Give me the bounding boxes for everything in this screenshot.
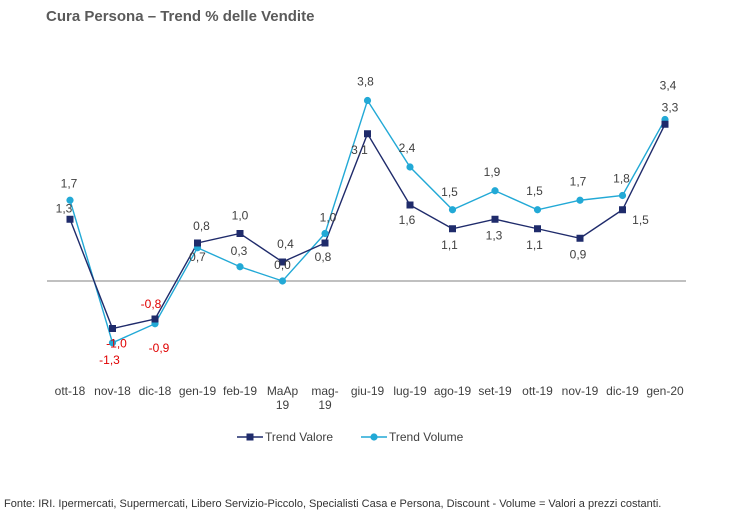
legend-marker-volume: [370, 433, 378, 441]
x-tick-label: ott-19: [522, 384, 553, 398]
data-point-valore: [619, 206, 626, 214]
data-label-volume: 1,9: [484, 165, 501, 179]
chart-title: Cura Persona – Trend % delle Vendite: [46, 8, 315, 25]
legend: Trend Valore Trend Volume: [237, 430, 464, 444]
data-label-valore: 0,9: [570, 247, 587, 261]
data-label-volume: 1,0: [320, 211, 337, 225]
x-tick-label: nov-19: [562, 384, 599, 398]
data-point-volume: [491, 187, 499, 195]
data-label-valore: 1,1: [526, 238, 543, 252]
x-tick-label: ago-19: [434, 384, 472, 398]
data-label-valore: 0,4: [277, 237, 294, 251]
data-point-valore: [491, 215, 499, 223]
x-tick-label: MaAp 19: [267, 384, 299, 412]
markers-layer: [66, 96, 669, 347]
data-point-volume: [618, 191, 627, 200]
data-point-valore: [151, 315, 159, 323]
data-labels-layer: 1,7 -1,3 -0,9 0,7 0,3 0,0 1,0 3,8 2,4 1,5 1,9 1,5 1,…: [56, 75, 679, 367]
data-point-valore: [364, 130, 371, 138]
data-label-volume: 0,7: [189, 250, 206, 264]
data-point-valore: [576, 234, 584, 242]
data-point-volume: [321, 229, 329, 238]
data-point-volume: [66, 196, 74, 204]
x-tick-label: gen-19: [179, 384, 217, 398]
data-label-valore: 1,3: [56, 201, 73, 215]
x-tick-label: set-19: [478, 384, 512, 398]
data-point-valore: [449, 225, 456, 233]
data-label-volume: 1,8: [613, 172, 630, 186]
data-point-valore: [66, 215, 74, 223]
legend-label-volume: Trend Volume: [389, 430, 464, 444]
x-tick-label: mag-19: [311, 384, 338, 412]
data-point-valore: [279, 258, 286, 266]
data-label-valore: 1,0: [232, 209, 249, 223]
data-label-valore: 0,8: [193, 219, 210, 233]
x-tick-label: dic-18: [139, 384, 172, 398]
source-footnote: Fonte: IRI. Ipermercati, Supermercati, L…: [4, 498, 662, 510]
data-point-volume: [448, 206, 457, 214]
data-label-valore: -1,0: [106, 337, 127, 351]
x-tick-label: ott-18: [55, 384, 86, 398]
data-point-valore: [109, 325, 116, 332]
data-label-valore: 1,6: [399, 213, 416, 227]
data-label-volume: -1,3: [99, 353, 120, 367]
data-label-volume: 0,0: [274, 258, 291, 272]
data-point-valore: [236, 230, 244, 237]
data-point-valore: [534, 225, 541, 233]
data-point-volume: [576, 196, 584, 204]
data-label-volume: 0,3: [231, 244, 248, 258]
data-point-volume: [363, 96, 372, 105]
x-tick-label: nov-18: [94, 384, 131, 398]
data-label-volume: -0,9: [149, 341, 170, 355]
legend-marker-valore: [246, 433, 254, 441]
data-label-valore: -0,8: [141, 297, 162, 311]
data-point-volume: [278, 277, 287, 285]
data-label-volume: 1,7: [570, 174, 587, 188]
x-axis-tick-labels: ott-18 nov-18 dic-18 gen-19 feb-19 MaAp 19 mag-…: [55, 384, 684, 412]
x-tick-label: giu-19: [351, 384, 385, 398]
data-label-valore: 1,3: [486, 228, 503, 242]
x-tick-label: lug-19: [393, 384, 427, 398]
data-label-volume: 3,8: [357, 75, 374, 89]
data-label-valore: 3,1: [351, 143, 368, 157]
data-label-valore: 3,3: [662, 100, 679, 114]
data-label-volume: 1,5: [526, 184, 543, 198]
data-label-valore: 1,5: [632, 213, 649, 227]
line-chart: 1,7 -1,3 -0,9 0,7 0,3 0,0 1,0 3,8 2,4 1,5 1,9 1,5 1,…: [47, 75, 686, 444]
x-tick-label: gen-20: [646, 384, 684, 398]
data-point-volume: [236, 263, 244, 271]
data-point-valore: [321, 239, 329, 247]
data-point-valore: [194, 239, 201, 247]
data-label-valore: 1,1: [441, 238, 458, 252]
legend-label-valore: Trend Valore: [265, 430, 333, 444]
data-label-valore: 0,8: [315, 250, 332, 264]
x-tick-label: dic-19: [606, 384, 639, 398]
data-label-volume: 1,5: [441, 185, 458, 199]
data-label-volume: 2,4: [399, 141, 416, 155]
x-tick-label: feb-19: [223, 384, 257, 398]
data-point-valore: [406, 201, 414, 209]
data-label-volume: 3,4: [660, 79, 677, 93]
data-point-volume: [533, 206, 542, 214]
data-label-volume: 1,7: [61, 176, 78, 190]
data-point-volume: [108, 339, 117, 347]
data-point-volume: [406, 163, 414, 171]
data-point-valore: [661, 120, 669, 128]
